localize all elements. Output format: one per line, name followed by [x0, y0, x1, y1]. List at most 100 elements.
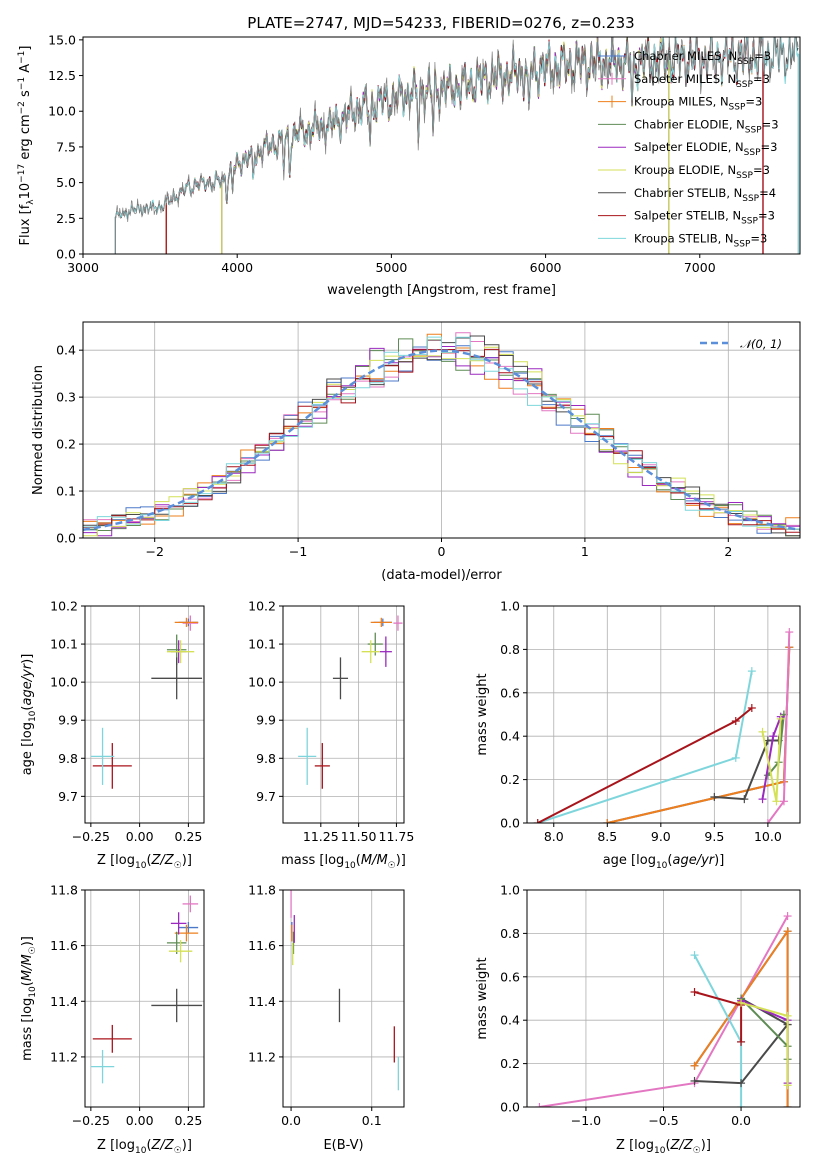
y-tick-label: 12.5	[48, 68, 76, 83]
y-tick-label: 0.6	[500, 685, 520, 700]
x-axis-label: Z [log10(Z/Z☉)]	[616, 1138, 711, 1156]
y-tick-label: 7.5	[56, 139, 76, 154]
y-tick-label: 11.6	[50, 938, 78, 953]
marker-kroupa-miles	[783, 1103, 792, 1107]
x-tick-label: −0.25	[72, 829, 110, 844]
y-tick-label: 0.0	[500, 1100, 520, 1115]
legend-label-chabrier-stelib: Chabrier STELIB, NSSP=4	[634, 186, 776, 204]
y-axis-label: age [log10(age/yr)]	[20, 654, 38, 776]
x-tick-label: 1	[581, 544, 589, 559]
x-tick-label: 9.0	[651, 829, 671, 844]
histogram-kroupa-stelib	[83, 336, 800, 532]
marker-salpeter-elodie	[769, 732, 778, 741]
x-tick-label: 0.25	[174, 829, 202, 844]
marker-kroupa-elodie	[737, 998, 746, 1007]
y-tick-label: 11.4	[248, 994, 276, 1009]
legend-label-kroupa-miles: Kroupa MILES, NSSP=3	[634, 95, 762, 113]
x-tick-label: 0.25	[174, 1113, 202, 1128]
point-salpeter-miles	[393, 615, 403, 631]
legend-label-normal: 𝒩(0, 1)	[740, 337, 782, 351]
y-tick-label: 0.2	[56, 437, 76, 452]
x-tick-label: −1	[289, 544, 307, 559]
marker-salpeter-miles	[535, 1103, 544, 1107]
marker-salpeter-stelib	[533, 819, 542, 823]
panel-weight_vs_age: 8.0 8.5 9.0 9.5 10.0 0.0 0.2 0.4 0.6 0.8 1.0 age [l…	[475, 599, 801, 871]
panel-spectrum: 3000 4000 5000 6000 7000 0.0 2.5 5.0 7.5 10.0 12.5…	[17, 32, 801, 298]
y-tick-label: 0.0	[500, 816, 520, 831]
x-axis-label: wavelength [Angstrom, rest frame]	[327, 283, 556, 298]
marker-kroupa-stelib	[747, 667, 756, 676]
plot-area-mass_vs_ebv	[283, 890, 404, 1107]
marker-salpeter-stelib	[690, 987, 699, 996]
y-tick-label: 10.0	[50, 675, 78, 690]
y-tick-label: 9.8	[58, 751, 78, 766]
x-tick-label: 8.5	[597, 829, 617, 844]
y-tick-label: 10.2	[248, 599, 276, 614]
x-tick-label: 11.50	[341, 829, 377, 844]
x-tick-label: −1.0	[571, 1113, 601, 1128]
marker-kroupa-stelib	[690, 951, 699, 960]
y-tick-label: 0.0	[56, 531, 76, 546]
point-kroupa-miles	[370, 617, 392, 627]
axes-frame	[82, 36, 801, 255]
x-tick-label: 6000	[530, 260, 562, 275]
axes-frame	[526, 889, 801, 1108]
x-tick-label: 10.0	[754, 829, 782, 844]
x-tick-label: 8.0	[544, 829, 564, 844]
point-kroupa-elodie	[166, 640, 195, 664]
marker-kroupa-stelib	[737, 1103, 746, 1107]
legend-label-kroupa-stelib: Kroupa STELIB, NSSP=3	[634, 231, 767, 249]
y-tick-label: 0.0	[56, 247, 76, 262]
legend: Chabrier MILES, NSSP=3 Salpeter MILES, NS…	[598, 49, 779, 249]
y-tick-label: 10.2	[50, 599, 78, 614]
x-tick-label: 2	[724, 544, 732, 559]
point-kroupa-elodie	[168, 940, 193, 963]
point-kroupa-elodie	[361, 640, 380, 664]
point-kroupa-stelib	[90, 1049, 115, 1084]
legend-label-salpeter-stelib: Salpeter STELIB, NSSP=3	[634, 209, 775, 227]
marker-kroupa-stelib	[731, 753, 740, 762]
plot-area-weight_vs_z	[527, 890, 800, 1107]
y-tick-label: 9.9	[256, 713, 276, 728]
point-kroupa-miles	[174, 617, 199, 627]
y-tick-label: 0.3	[56, 390, 76, 405]
point-salpeter-elodie	[379, 636, 392, 667]
x-tick-label: 11.25	[303, 829, 339, 844]
figure-title: PLATE=2747, MJD=54233, FIBERID=0276, z=0…	[247, 14, 634, 32]
x-tick-label: −0.5	[648, 1113, 678, 1128]
point-salpeter-elodie	[170, 912, 187, 935]
plot-area-age_vs_z	[85, 606, 204, 823]
y-tick-label: 1.0	[500, 883, 520, 898]
marker-kroupa-elodie	[772, 797, 781, 806]
panel-age_vs_mass: 11.25 11.50 11.75 9.7 9.8 9.9 10.0 10.1 10.2 mass…	[248, 599, 414, 872]
y-tick-label: 0.2	[500, 772, 520, 787]
x-axis-label: age [log10(age/yr)]	[603, 853, 725, 871]
x-tick-label: 7000	[684, 260, 716, 275]
marker-salpeter-miles	[779, 797, 788, 806]
y-tick-label: 11.8	[248, 883, 276, 898]
point-salpeter-stelib	[92, 1024, 132, 1053]
marker-kroupa-elodie	[783, 1081, 792, 1090]
marker-chabrier-stelib	[737, 1079, 746, 1088]
y-axis-label: Flux [fλ10−17 erg cm−2 s−1 A−1]	[17, 46, 36, 246]
plot-area-weight_vs_age	[527, 606, 800, 823]
point-kroupa-stelib	[298, 727, 317, 785]
axes-frame	[282, 889, 405, 1108]
panel-mass_vs_ebv: 0.0 0.1 11.2 11.4 11.6 11.8 E(B-V)	[248, 883, 405, 1153]
point-chabrier-stelib	[332, 657, 349, 700]
x-axis-label: Z [log10(Z/Z☉)]	[97, 853, 192, 871]
x-tick-label: 5000	[375, 260, 407, 275]
y-tick-label: 11.2	[248, 1049, 276, 1064]
y-tick-label: 9.7	[256, 789, 276, 804]
x-tick-label: 0.1	[362, 1113, 382, 1128]
marker-kroupa-elodie	[783, 1011, 792, 1020]
y-tick-label: 0.4	[56, 343, 76, 358]
y-tick-label: 9.7	[58, 789, 78, 804]
x-tick-label: 0.00	[126, 829, 154, 844]
y-tick-label: 9.8	[256, 751, 276, 766]
observed-spectrum	[115, 37, 799, 223]
legend-label-salpeter-elodie: Salpeter ELODIE, NSSP=3	[634, 140, 777, 158]
marker-kroupa-miles	[783, 927, 792, 936]
legend-label-chabrier-miles: Chabrier MILES, NSSP=3	[634, 49, 771, 67]
y-tick-label: 9.9	[58, 713, 78, 728]
